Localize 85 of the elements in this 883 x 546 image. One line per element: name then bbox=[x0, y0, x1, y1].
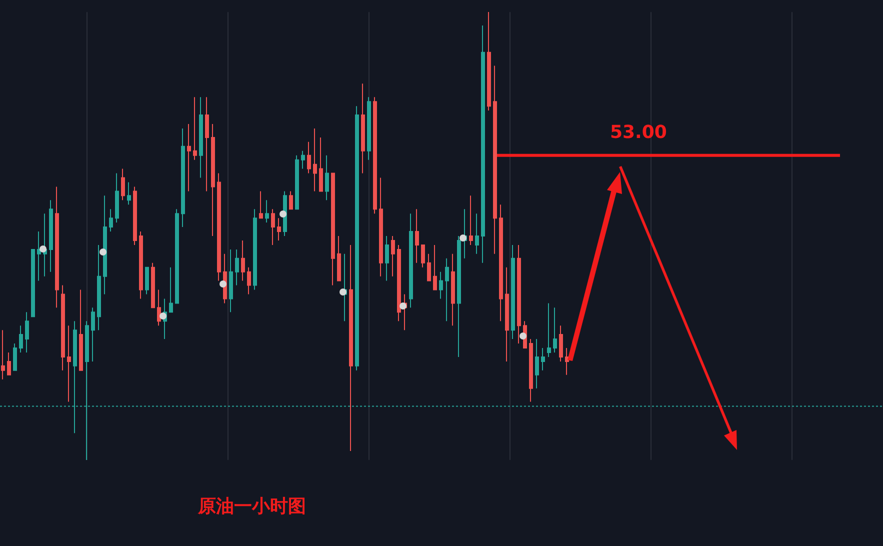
candlestick bbox=[349, 244, 353, 452]
candlestick bbox=[517, 244, 521, 344]
candlestick bbox=[7, 352, 11, 376]
candlestick bbox=[421, 244, 425, 268]
candlestick bbox=[391, 236, 395, 277]
candlestick bbox=[145, 266, 149, 295]
candlestick bbox=[91, 307, 95, 362]
candlestick bbox=[199, 96, 203, 178]
candlestick bbox=[409, 213, 413, 308]
candlestick bbox=[1, 330, 5, 380]
candlestick bbox=[319, 136, 323, 192]
candlestick bbox=[385, 236, 389, 282]
candlestick bbox=[115, 172, 119, 224]
candlestick bbox=[235, 248, 239, 286]
candlestick bbox=[259, 190, 263, 219]
candlestick bbox=[475, 213, 479, 254]
candlestick bbox=[67, 325, 71, 402]
candlestick bbox=[313, 128, 317, 192]
candlestick bbox=[25, 312, 29, 353]
candlestick bbox=[13, 343, 17, 371]
text: 53.00 bbox=[610, 122, 667, 143]
candlestick bbox=[301, 150, 305, 170]
candlestick bbox=[397, 244, 401, 322]
candlestick bbox=[277, 218, 281, 241]
candlestick bbox=[175, 208, 179, 304]
candlestick bbox=[439, 271, 443, 300]
candlestick bbox=[193, 96, 197, 160]
candlestick bbox=[169, 266, 173, 313]
candlestick bbox=[427, 253, 431, 282]
candlestick bbox=[151, 262, 155, 308]
candlestick bbox=[253, 208, 257, 290]
candlestick bbox=[247, 266, 251, 295]
candlestick bbox=[181, 128, 185, 228]
candlestick bbox=[97, 244, 101, 331]
candlestick bbox=[505, 266, 509, 362]
candlestick bbox=[133, 186, 137, 246]
candlestick bbox=[331, 172, 335, 286]
candlestick bbox=[493, 65, 497, 254]
candlestick bbox=[121, 168, 125, 201]
candlestick bbox=[49, 200, 53, 272]
candlestick bbox=[55, 186, 59, 308]
candlestick bbox=[535, 338, 539, 389]
text: 原油一小时图 bbox=[198, 495, 306, 518]
candlestick bbox=[217, 172, 221, 282]
candlestick bbox=[211, 124, 215, 236]
candlestick bbox=[487, 12, 491, 112]
candlestick bbox=[127, 182, 131, 206]
candlestick bbox=[361, 83, 365, 174]
candlestick bbox=[337, 236, 341, 282]
candlestick bbox=[529, 338, 533, 402]
candlestick bbox=[139, 231, 143, 300]
candlestick bbox=[241, 240, 245, 282]
candlestick bbox=[457, 236, 461, 358]
candlestick bbox=[445, 258, 449, 322]
candlestick bbox=[541, 348, 545, 371]
candlestick bbox=[499, 204, 503, 322]
candlestick bbox=[205, 96, 209, 192]
candlestick bbox=[295, 154, 299, 210]
candlestick bbox=[451, 253, 455, 326]
candlestick bbox=[553, 307, 557, 353]
candlestick bbox=[157, 289, 161, 326]
candlestick bbox=[367, 96, 371, 160]
candlestick bbox=[79, 289, 83, 371]
candlestick bbox=[355, 106, 359, 371]
candlestick bbox=[481, 24, 485, 264]
candlestick bbox=[31, 248, 35, 318]
candlestick bbox=[469, 195, 473, 246]
candlestick bbox=[37, 231, 41, 282]
candlestick bbox=[307, 141, 311, 174]
candlestick bbox=[433, 244, 437, 290]
candlestick bbox=[325, 154, 329, 201]
candlestick bbox=[61, 284, 65, 371]
candlestick bbox=[289, 190, 293, 210]
candlestick bbox=[373, 96, 377, 214]
candlestick bbox=[415, 208, 419, 264]
candlestick bbox=[229, 248, 233, 313]
candlestick bbox=[379, 177, 383, 277]
candlestick bbox=[547, 302, 551, 358]
candlestick bbox=[265, 200, 269, 224]
candlestick bbox=[19, 325, 23, 353]
candlestick bbox=[187, 124, 191, 192]
candlestick bbox=[511, 244, 515, 340]
candlestick bbox=[109, 208, 113, 232]
candlestick bbox=[559, 325, 563, 362]
candlestick bbox=[271, 208, 275, 246]
